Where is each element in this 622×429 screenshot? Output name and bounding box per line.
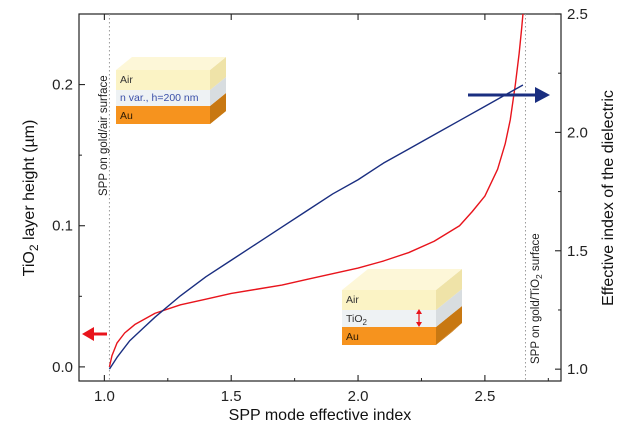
inset1-air-label: Air <box>120 74 133 86</box>
inset1-dielectric-layer <box>116 90 210 106</box>
right-y-axis-title: Effective index of the dielectric <box>600 90 617 306</box>
x-tick-label: 1.0 <box>94 388 115 405</box>
left-axis-arrow <box>82 327 107 341</box>
right-y-tick-label: 1.5 <box>567 243 588 260</box>
axis-ticks: 1.0 1.5 2.0 2.5 0.0 0.1 0.2 1.0 1.5 2.0 2.5 <box>52 6 588 405</box>
inset-layer-stack-tio2: Air TiO2 Au <box>342 269 462 345</box>
x-axis-title: SPP mode effective index <box>229 407 412 424</box>
left-y-tick-label: 0.1 <box>52 218 73 235</box>
inset1-au-label: Au <box>120 110 133 122</box>
inset1-au-layer <box>116 106 210 124</box>
series-line-dielectric-index <box>108 84 524 370</box>
plot-area-frame <box>78 13 562 382</box>
x-tick-label: 1.5 <box>221 388 242 405</box>
vline-label-gold-air: SPP on gold/air surface <box>98 75 110 196</box>
left-y-tick-label: 0.2 <box>52 77 73 94</box>
inset2-air-label: Air <box>346 294 359 306</box>
series-layer <box>108 14 524 370</box>
inset-layer-stack-variable-n: Air n var., h=200 nm Au <box>116 57 226 124</box>
inset2-tio2-label: TiO2 <box>346 313 368 327</box>
right-y-tick-label: 1.0 <box>567 361 588 378</box>
inset2-tio2-layer <box>342 310 436 327</box>
inset2-air-layer <box>342 290 436 310</box>
right-y-tick-label: 2.5 <box>567 6 588 23</box>
x-tick-label: 2.0 <box>348 388 369 405</box>
left-y-tick-label: 0.0 <box>52 359 73 376</box>
series-line-tio2-height <box>108 14 524 368</box>
reference-lines <box>108 14 526 381</box>
right-axis-arrow <box>468 87 550 103</box>
x-tick-label: 2.5 <box>474 388 495 405</box>
right-y-tick-label: 2.0 <box>567 124 588 141</box>
inset2-au-layer <box>342 327 436 345</box>
inset1-air-layer <box>116 70 210 90</box>
vline-label-gold-tio2: SPP on gold/TiO2 surface <box>530 233 544 364</box>
inset1-dielectric-label: n var., h=200 nm <box>120 92 199 104</box>
inset2-au-label: Au <box>346 331 359 343</box>
left-y-axis-title: TiO2 layer height (µm) <box>21 120 41 277</box>
